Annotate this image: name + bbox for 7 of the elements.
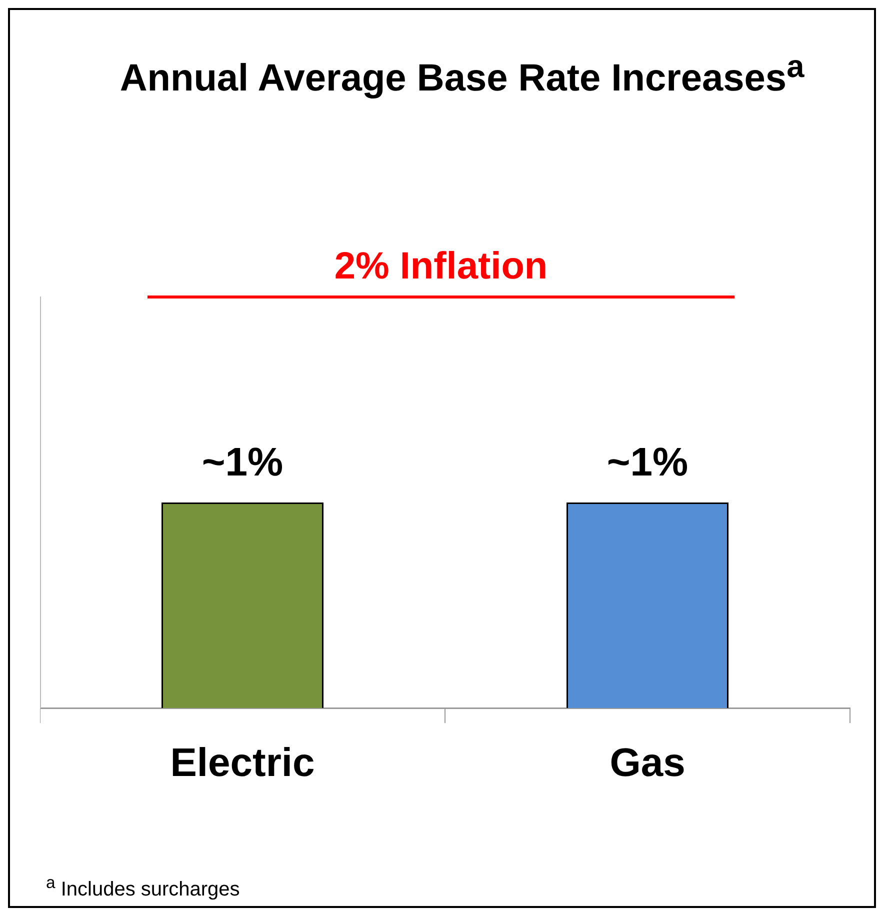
data-label: ~1% [606, 440, 688, 484]
data-label: ~1% [202, 440, 284, 484]
chart-title: Annual Average Base Rate Increases$^{a}$ [118, 48, 806, 101]
x-tick-label: Gas [610, 740, 686, 785]
ref-line-label: 2% Inflation [334, 245, 548, 288]
x-tick-label: Electric [170, 740, 315, 785]
text: $^{a}$ Includes surcharges [46, 873, 240, 902]
